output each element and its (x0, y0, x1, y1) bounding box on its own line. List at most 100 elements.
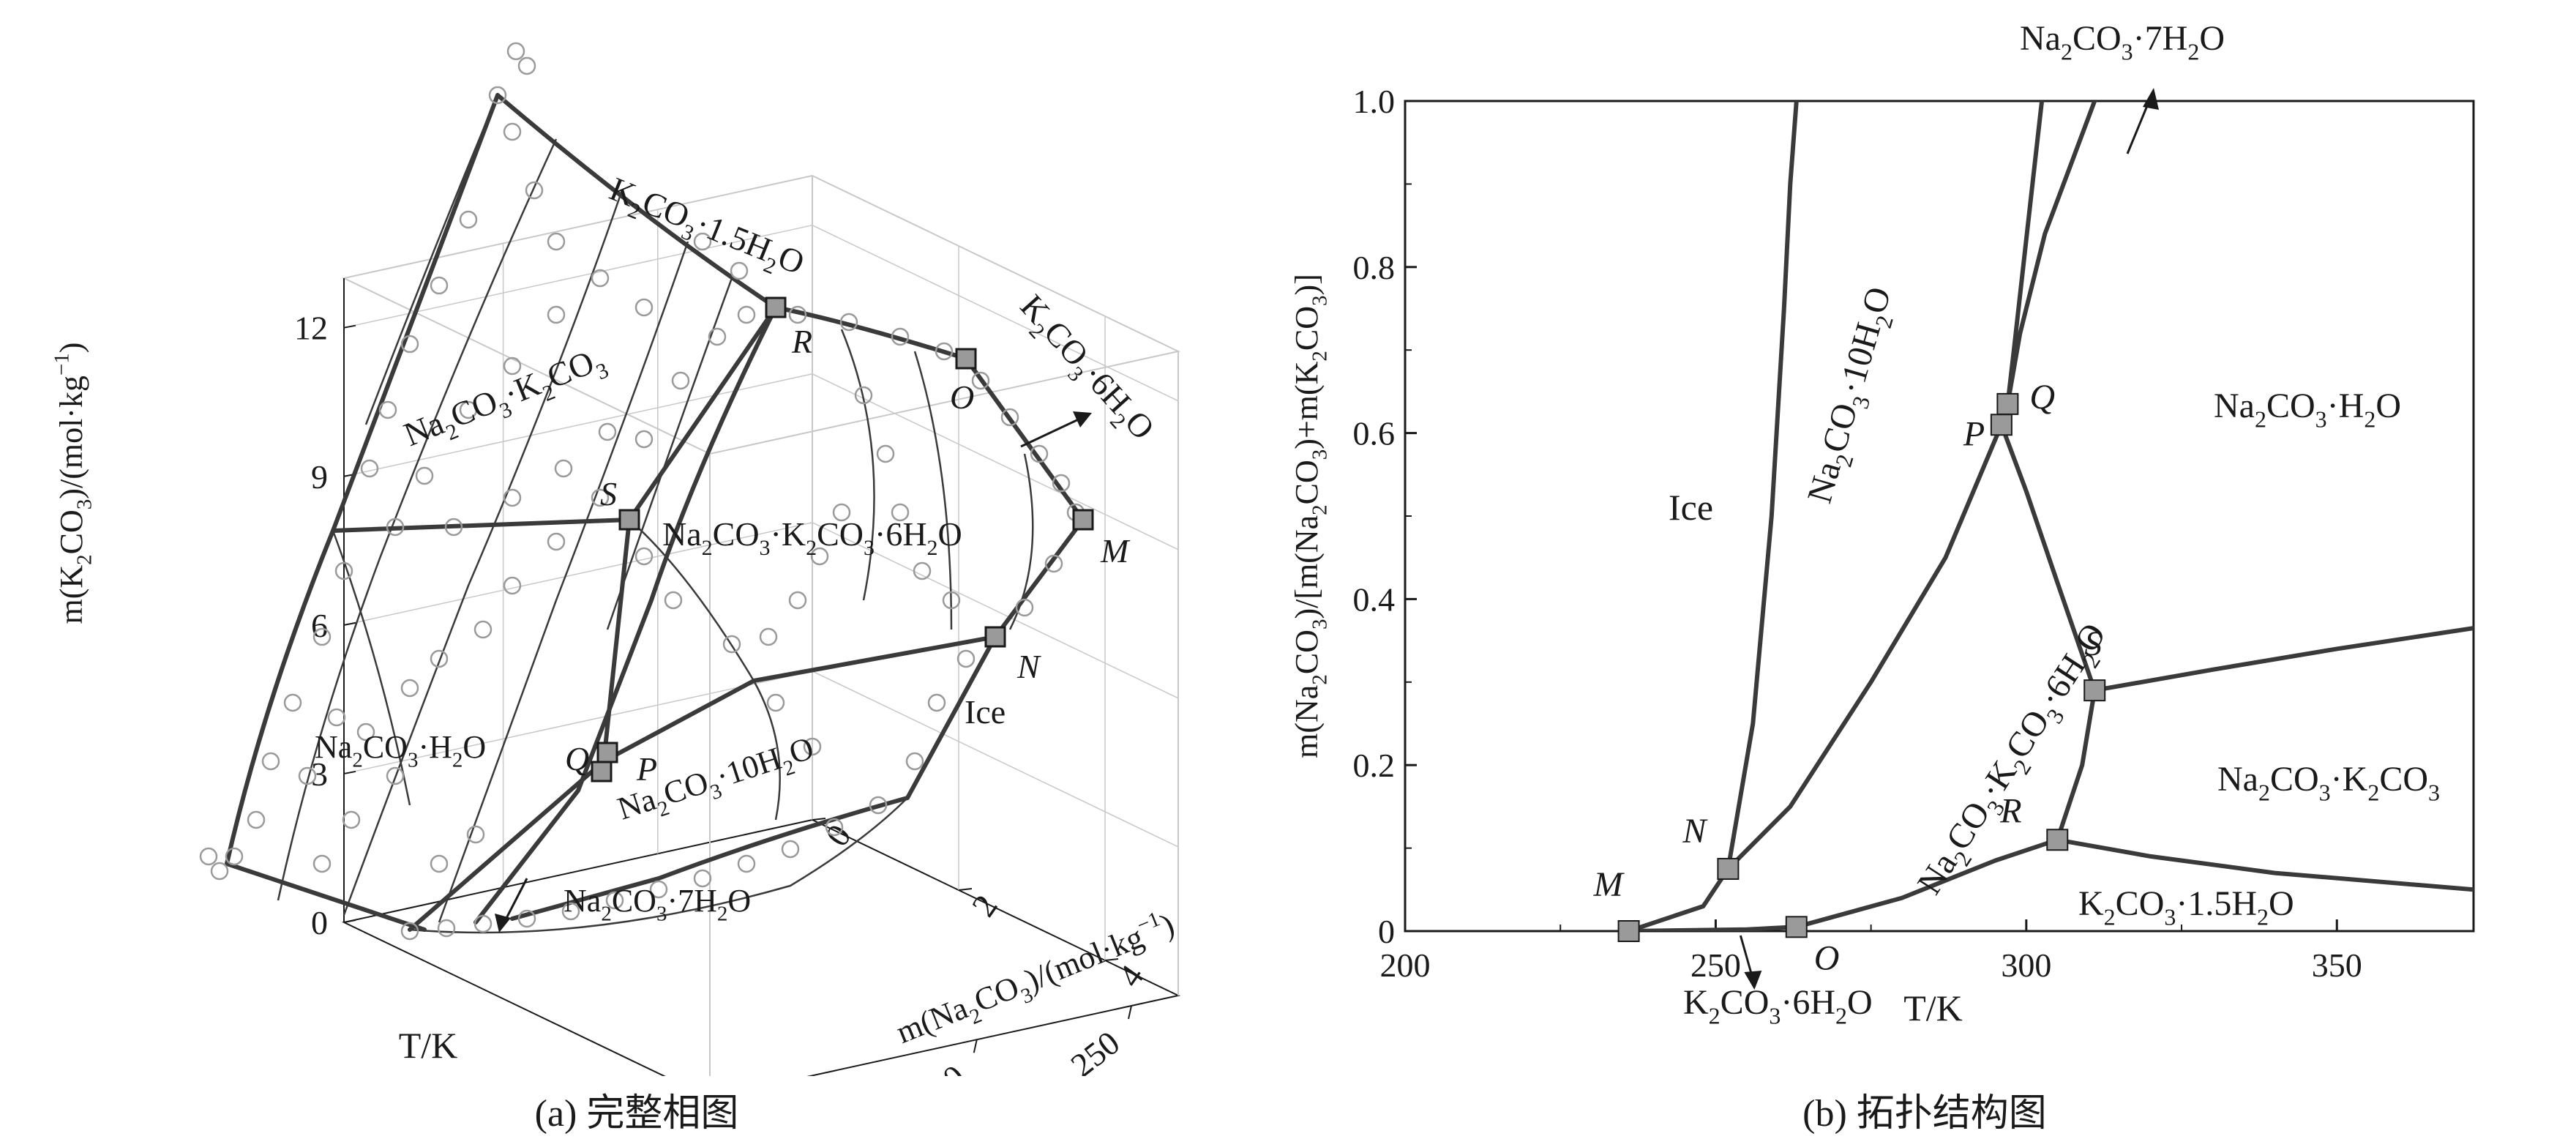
z-tick-label: 0 (311, 904, 328, 941)
point-label-N: N (1682, 812, 1708, 851)
y-tick-mark (1104, 958, 1119, 961)
data-circle (466, 825, 485, 844)
region-label-k2co3-1-5h2o: K2​CO3​·1.5H2​O (602, 170, 810, 288)
x-tick-mark (973, 1039, 978, 1053)
point-label-N: N (1016, 648, 1041, 685)
arrow-7h2o-head (2143, 88, 2159, 110)
invariant-curve (602, 679, 756, 763)
region-label-na2co3-7h2o: Na2​CO3​·7H2​O (564, 883, 751, 925)
arrow-6h2o-head (1744, 971, 1762, 990)
isotherm-line (332, 530, 411, 806)
point-label-Q: Q (2029, 378, 2055, 417)
data-circle (605, 891, 624, 910)
invariant-point-O (1785, 916, 1808, 938)
region-label-k2co3-1-5h2o: K2​CO3​·1.5H2​O (2078, 884, 2294, 930)
data-circle (247, 810, 266, 829)
isotherm-line (913, 351, 953, 630)
region-label-k2co3-6h2o: K2​CO3​·6H2​O (1008, 288, 1161, 452)
data-circle (839, 313, 858, 332)
caption-b: (b) 拓扑结构图 (1802, 1093, 2047, 1135)
data-circle (298, 766, 317, 785)
data-circle (671, 371, 690, 390)
data-circle (283, 693, 302, 712)
data-circle (832, 503, 851, 522)
y-tick-label: 0.4 (1353, 580, 1396, 618)
back-wall-gridline (343, 671, 813, 774)
data-circle (327, 708, 346, 727)
point-label-Q: Q (565, 740, 589, 777)
region-label-ice: Ice (965, 693, 1006, 731)
phase-boundary-line (2005, 101, 2097, 406)
data-circle (971, 371, 990, 390)
data-circle (503, 356, 522, 376)
y-tick-label: 2 (965, 888, 1005, 923)
invariant-curve (331, 93, 500, 533)
data-circle (693, 869, 712, 888)
point-label-S: S (600, 475, 617, 512)
invariant-curve (752, 635, 997, 683)
x-axis-label: T/K (1903, 987, 1963, 1028)
data-circle (956, 649, 976, 668)
invariant-curve (602, 518, 632, 763)
point-label-O: O (950, 378, 974, 416)
point-label-S: S (2084, 624, 2102, 663)
data-circle (342, 810, 361, 829)
data-circle (386, 518, 405, 537)
invariant-point-O (955, 348, 977, 370)
data-circle (503, 488, 522, 507)
isotherm-line (629, 519, 755, 681)
data-circle (554, 459, 573, 478)
data-circle (876, 444, 895, 463)
data-circle (378, 400, 397, 419)
invariant-curve (964, 356, 1085, 522)
data-circle (225, 847, 244, 866)
z-tick-label: 9 (311, 458, 328, 496)
data-circle (312, 627, 332, 646)
data-circle (913, 561, 932, 580)
data-circle (334, 561, 353, 580)
data-circle (935, 342, 954, 361)
phase-boundary-line (2092, 626, 2474, 693)
point-label-M: M (1593, 865, 1625, 904)
data-circle (598, 422, 617, 441)
data-circle (488, 86, 507, 105)
data-circle (693, 232, 712, 251)
phase-boundary-line (2005, 101, 2045, 406)
data-circle (788, 591, 807, 610)
data-circle (634, 547, 654, 566)
point-label-P: P (636, 750, 657, 788)
invariant-curve (627, 305, 778, 522)
side-wall-gridline (812, 373, 1179, 550)
data-circle (730, 261, 749, 280)
data-circle (459, 400, 478, 419)
back-wall-gridline (343, 522, 813, 626)
phase-boundary-line (2055, 688, 2097, 843)
x-tick-mark (1128, 1005, 1132, 1020)
invariant-curve (473, 305, 778, 925)
data-circle (210, 862, 229, 881)
data-circle (400, 679, 419, 698)
invariant-curve (408, 759, 606, 932)
data-circle (547, 532, 566, 551)
phase-boundary-line (1726, 422, 2004, 871)
back-wall-gridline (343, 224, 813, 329)
point-label-M: M (1100, 532, 1131, 570)
region-label-na2co3-k2co3: Na2​CO3​·K2​CO3​ (2217, 760, 2440, 805)
invariant-curve (495, 93, 778, 310)
x-tick-label: 250 (1690, 946, 1741, 984)
panel-b-topology-chart: 200 250 300 350 0 0.2 0.4 0.6 0.8 1.0 T/K m(Na2​CO3… (1289, 19, 2475, 1028)
data-circle (942, 591, 961, 610)
invariant-point-N (1717, 857, 1740, 880)
side-wall-gridline (812, 671, 1179, 848)
arrow-6h2o-head (1073, 411, 1092, 427)
z-tick-mark (343, 324, 356, 329)
arrow-7h2o-head (495, 914, 511, 933)
data-circle (430, 649, 449, 668)
data-circle (561, 902, 580, 921)
data-circle (473, 914, 493, 933)
y-tick-label: 0 (1378, 913, 1395, 950)
phase-boundary-line (1794, 837, 2060, 930)
point-label-R: R (791, 323, 812, 360)
phase-boundary-line (1626, 925, 1799, 931)
invariant-curve (225, 529, 335, 866)
